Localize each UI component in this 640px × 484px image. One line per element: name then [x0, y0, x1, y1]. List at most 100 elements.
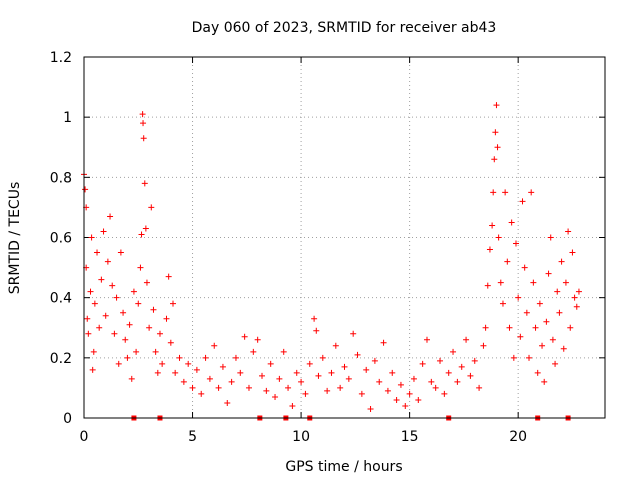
data-point: [328, 369, 335, 376]
data-point: [302, 390, 309, 397]
data-point: [554, 288, 561, 295]
y-tick-label: 0.2: [50, 351, 72, 367]
y-tick-label: 0.8: [50, 170, 72, 186]
y-tick-label: 0: [63, 411, 72, 427]
data-point: [571, 294, 578, 301]
data-point: [406, 390, 413, 397]
data-point: [126, 321, 133, 328]
data-point: [88, 234, 95, 241]
data-point: [556, 309, 563, 316]
data-point: [267, 360, 274, 367]
data-point: [499, 300, 506, 307]
data-point: [172, 369, 179, 376]
data-point: [471, 357, 478, 364]
data-point: [84, 315, 91, 322]
data-point: [423, 336, 430, 343]
x-tick-label: 5: [188, 429, 197, 445]
data-point: [98, 276, 105, 283]
data-point: [523, 309, 530, 316]
data-point: [306, 360, 313, 367]
data-point: [494, 144, 501, 151]
data-point: [354, 351, 361, 358]
data-point: [508, 219, 515, 226]
data-point: [202, 354, 209, 361]
data-point: [113, 294, 120, 301]
data-point: [450, 348, 457, 355]
data-point: [345, 375, 352, 382]
data-point: [165, 273, 172, 280]
data-point: [189, 384, 196, 391]
data-point: [515, 294, 522, 301]
data-point: [96, 324, 103, 331]
data-point: [167, 339, 174, 346]
data-point: [211, 342, 218, 349]
data-point: [384, 387, 391, 394]
data-point: [552, 360, 559, 367]
data-point: [176, 354, 183, 361]
data-point: [545, 270, 552, 277]
data-point: [573, 303, 580, 310]
y-tick-label: 1.2: [50, 50, 72, 66]
data-point: [480, 342, 487, 349]
data-point: [143, 279, 150, 286]
y-axis-label: SRMTID / TECUs: [7, 182, 23, 295]
data-point: [259, 372, 266, 379]
data-point: [141, 180, 148, 187]
data-point: [454, 378, 461, 385]
data-point: [526, 354, 533, 361]
y-tick-label: 1: [63, 110, 72, 126]
data-point: [298, 378, 305, 385]
data-point: [371, 357, 378, 364]
data-point: [358, 390, 365, 397]
data-point: [120, 309, 127, 316]
data-point: [517, 333, 524, 340]
data-point: [484, 282, 491, 289]
data-point: [441, 390, 448, 397]
data-point: [180, 378, 187, 385]
data-point: [389, 369, 396, 376]
data-point: [263, 387, 270, 394]
chart-title: Day 060 of 2023, SRMTID for receiver ab4…: [192, 20, 497, 36]
data-point: [410, 375, 417, 382]
data-point: [87, 288, 94, 295]
data-point: [376, 378, 383, 385]
data-point: [534, 369, 541, 376]
x-tick-label: 0: [80, 429, 89, 445]
data-point: [489, 222, 496, 229]
data-point: [85, 330, 92, 337]
data-point: [122, 336, 129, 343]
data-point: [428, 378, 435, 385]
data-point: [135, 300, 142, 307]
data-point: [254, 336, 261, 343]
data-point: [437, 357, 444, 364]
data-point: [419, 360, 426, 367]
data-point: [432, 384, 439, 391]
data-point: [502, 189, 509, 196]
x-axis-label: GPS time / hours: [285, 459, 402, 475]
data-point: [445, 369, 452, 376]
data-point: [140, 135, 147, 142]
data-point: [100, 228, 107, 235]
data-point: [104, 258, 111, 265]
data-point: [495, 234, 502, 241]
data-point: [506, 324, 513, 331]
data-point: [393, 396, 400, 403]
data-point: [519, 198, 526, 205]
data-point: [558, 258, 565, 265]
data-point: [107, 213, 114, 220]
data-point: [124, 354, 131, 361]
x-tick-label: 20: [509, 429, 527, 445]
data-point: [491, 156, 498, 163]
data-point: [311, 315, 318, 322]
data-point: [198, 390, 205, 397]
data-point: [341, 363, 348, 370]
data-point: [94, 249, 101, 256]
axis-ticks: 0 0.2 0.4 0.6 0.8 1 1.2 0 5 10 15 20: [50, 50, 605, 445]
data-point: [133, 348, 140, 355]
data-point: [575, 288, 582, 295]
data-point: [476, 384, 483, 391]
data-point: [367, 405, 374, 412]
data-point: [89, 366, 96, 373]
data-point: [482, 324, 489, 331]
